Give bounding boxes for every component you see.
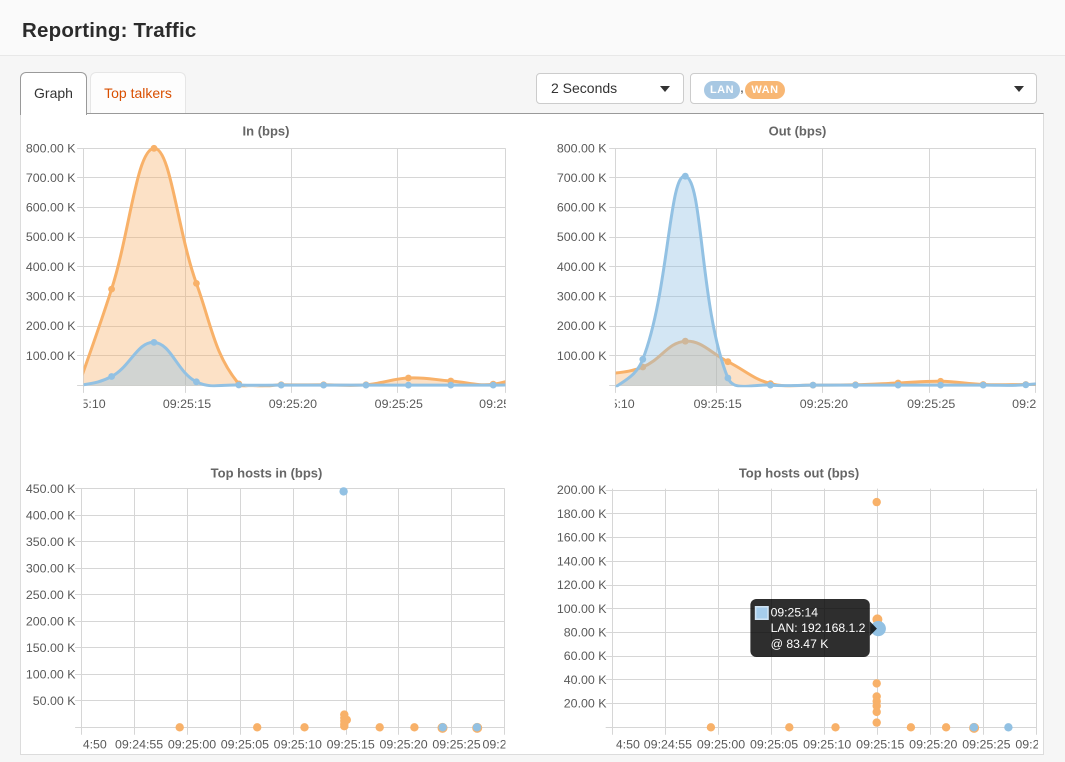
svg-text:120.00 K: 120.00 K — [557, 578, 607, 592]
svg-text:09:25:20: 09:25:20 — [379, 738, 427, 752]
svg-text:09:25:25: 09:25:25 — [907, 397, 955, 411]
svg-text:150.00 K: 150.00 K — [26, 641, 76, 655]
svg-text:09:25:30: 09:25:30 — [1012, 397, 1060, 411]
svg-text:09:25:10: 09:25:10 — [57, 397, 105, 411]
svg-text:400.00 K: 400.00 K — [26, 508, 76, 522]
svg-text:09:24:50: 09:24:50 — [59, 738, 107, 752]
svg-text:09:25:30: 09:25:30 — [482, 738, 530, 752]
svg-text:09:25:30: 09:25:30 — [1015, 738, 1063, 752]
svg-text:100.00 K: 100.00 K — [26, 667, 76, 681]
svg-text:600.00 K: 600.00 K — [557, 201, 607, 215]
svg-text:09:25:10: 09:25:10 — [803, 738, 851, 752]
svg-text:09:25:05: 09:25:05 — [750, 738, 798, 752]
svg-text:09:25:20: 09:25:20 — [800, 397, 848, 411]
svg-text:09:24:55: 09:24:55 — [644, 738, 692, 752]
svg-text:20.00 K: 20.00 K — [564, 697, 607, 711]
svg-text:09:25:25: 09:25:25 — [432, 738, 480, 752]
svg-text:09:24:50: 09:24:50 — [592, 738, 640, 752]
svg-text:09:25:15: 09:25:15 — [327, 738, 375, 752]
svg-text:LAN: 192.168.1.2: LAN: 192.168.1.2 — [771, 621, 866, 635]
svg-text:400.00 K: 400.00 K — [26, 260, 76, 274]
svg-text:In (bps): In (bps) — [243, 124, 290, 139]
svg-text:500.00 K: 500.00 K — [26, 230, 76, 244]
svg-text:600.00 K: 600.00 K — [26, 201, 76, 215]
svg-text:09:25:15: 09:25:15 — [163, 397, 211, 411]
svg-text:09:25:30: 09:25:30 — [479, 397, 527, 411]
svg-text:09:25:20: 09:25:20 — [909, 738, 957, 752]
svg-text:700.00 K: 700.00 K — [26, 171, 76, 185]
svg-text:09:25:15: 09:25:15 — [694, 397, 742, 411]
svg-text:Out (bps): Out (bps) — [769, 124, 827, 139]
svg-text:180.00 K: 180.00 K — [557, 507, 607, 521]
svg-text:140.00 K: 140.00 K — [557, 554, 607, 568]
svg-text:250.00 K: 250.00 K — [26, 588, 76, 602]
svg-text:09:25:20: 09:25:20 — [269, 397, 317, 411]
svg-text:160.00 K: 160.00 K — [557, 531, 607, 545]
svg-text:450.00 K: 450.00 K — [26, 482, 76, 496]
svg-text:09:25:00: 09:25:00 — [697, 738, 745, 752]
svg-text:09:25:15: 09:25:15 — [856, 738, 904, 752]
svg-text:09:25:14: 09:25:14 — [771, 605, 819, 619]
svg-text:100.00 K: 100.00 K — [557, 602, 607, 616]
svg-text:800.00 K: 800.00 K — [26, 141, 76, 155]
svg-text:60.00 K: 60.00 K — [564, 649, 607, 663]
svg-text:Top hosts in (bps): Top hosts in (bps) — [211, 466, 323, 481]
svg-text:@ 83.47 K: @ 83.47 K — [771, 637, 829, 651]
svg-text:400.00 K: 400.00 K — [557, 260, 607, 274]
svg-text:300.00 K: 300.00 K — [26, 561, 76, 575]
svg-text:100.00 K: 100.00 K — [26, 349, 76, 363]
svg-text:09:25:10: 09:25:10 — [274, 738, 322, 752]
svg-text:09:25:10: 09:25:10 — [586, 397, 634, 411]
svg-text:09:25:25: 09:25:25 — [962, 738, 1010, 752]
svg-text:300.00 K: 300.00 K — [557, 290, 607, 304]
svg-text:200.00 K: 200.00 K — [557, 319, 607, 333]
svg-text:40.00 K: 40.00 K — [564, 673, 607, 687]
svg-text:350.00 K: 350.00 K — [26, 535, 76, 549]
svg-text:200.00 K: 200.00 K — [557, 483, 607, 497]
svg-text:200.00 K: 200.00 K — [26, 319, 76, 333]
svg-text:800.00 K: 800.00 K — [557, 141, 607, 155]
svg-text:09:25:25: 09:25:25 — [375, 397, 423, 411]
svg-text:80.00 K: 80.00 K — [564, 626, 607, 640]
svg-text:50.00 K: 50.00 K — [33, 694, 76, 708]
svg-text:09:25:05: 09:25:05 — [221, 738, 269, 752]
svg-text:100.00 K: 100.00 K — [557, 349, 607, 363]
svg-text:200.00 K: 200.00 K — [26, 614, 76, 628]
svg-text:09:25:00: 09:25:00 — [168, 738, 216, 752]
svg-text:09:24:55: 09:24:55 — [115, 738, 163, 752]
svg-text:700.00 K: 700.00 K — [557, 171, 607, 185]
svg-text:500.00 K: 500.00 K — [557, 230, 607, 244]
svg-text:300.00 K: 300.00 K — [26, 290, 76, 304]
svg-text:Top hosts out (bps): Top hosts out (bps) — [739, 466, 859, 481]
